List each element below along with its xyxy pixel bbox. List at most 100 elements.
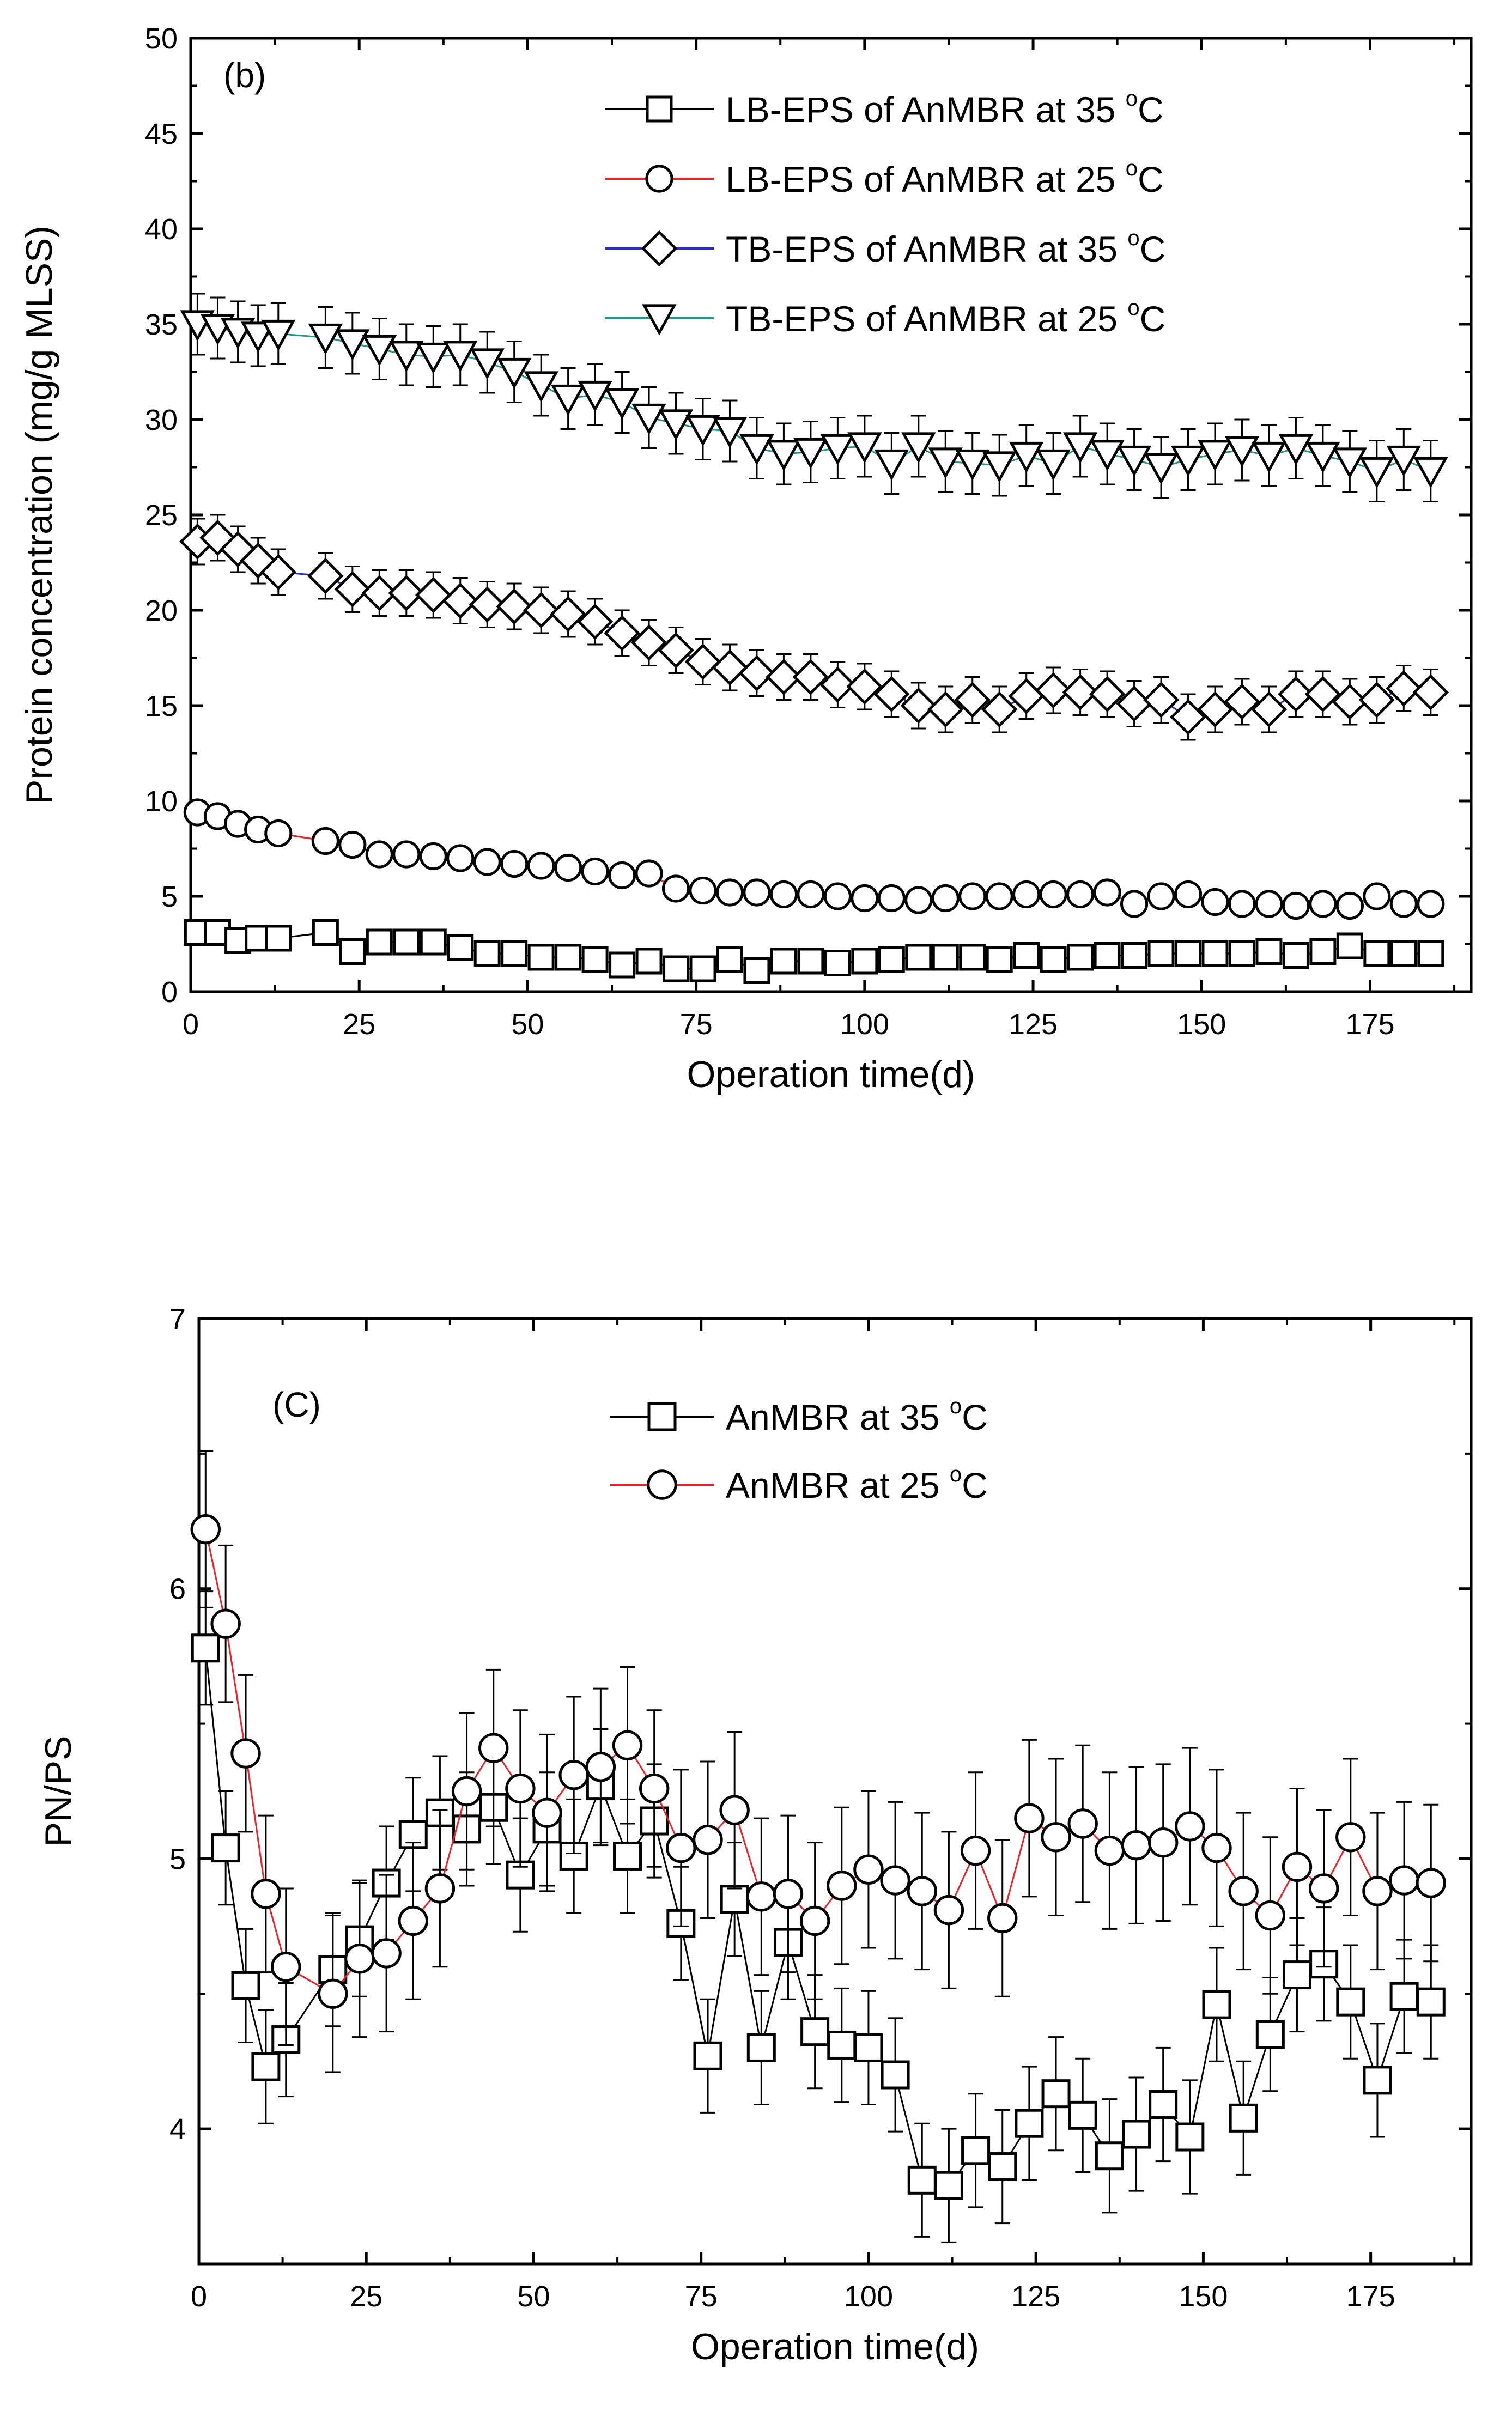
panel-b-series-0-point: [501, 940, 528, 967]
panel-c-series-1-point: [1228, 1876, 1259, 1906]
panel-b-series-2-point: [415, 576, 452, 614]
panel-c-series-1-point: [1255, 1900, 1286, 1931]
panel-c-series-0-point: [1175, 2122, 1205, 2152]
panel-c-series-1-point: [585, 1752, 616, 1782]
panel-b-series-3-point: [442, 341, 478, 372]
panel-b-series-0-point: [689, 955, 716, 982]
panel-b-series-3-point: [1386, 445, 1422, 477]
panel-c-series-0-point: [1041, 2079, 1071, 2109]
panel-b-series-0-point: [366, 928, 393, 956]
panel-b-series-0-point: [743, 957, 770, 984]
panel-b-series-1-point: [338, 830, 367, 859]
panel-b-series-0-point: [797, 948, 824, 975]
panel-b-series-0-point: [1121, 942, 1148, 969]
panel-b-series-1-point: [473, 848, 501, 876]
legend-label-panel-b-0-degree: o: [1126, 87, 1138, 111]
panel-b-series-2-point: [1170, 699, 1206, 736]
legend-label-panel-b-2-unit: C: [1140, 229, 1166, 269]
panel-c-series-1-point: [853, 1854, 884, 1885]
panel-c-series-0-point: [961, 2136, 991, 2165]
panel-b-series-3-point: [793, 438, 828, 470]
panel-c-series-1-point: [773, 1879, 804, 1909]
panel-b-series-1-point: [500, 849, 529, 878]
panel-b-series-3-point: [955, 449, 990, 481]
panel-c-series-1-point: [746, 1881, 777, 1912]
panel-b-series-2-point: [1089, 676, 1126, 713]
panel-b-series-1-point: [527, 852, 555, 880]
panel-c-series-1-point: [827, 1871, 857, 1901]
panel-b-series-1-point: [581, 857, 609, 886]
panel-b-y-axis-title: Protein concentration (mg/g MLSS): [19, 226, 60, 804]
panel-b-series-1-point: [1309, 890, 1337, 918]
panel-b-series-1-point: [689, 876, 717, 905]
panel-b-series-0-point: [1175, 940, 1202, 967]
panel-b-x-tick-label: 100: [840, 1008, 889, 1041]
panel-b-series-1-point: [446, 844, 475, 872]
legend-label-panel-b-0-unit: C: [1138, 89, 1164, 130]
legend-label-panel-b-3-degree: o: [1127, 296, 1139, 320]
legend-label-panel-b-1-name: LB-EPS of AnMBR at 25: [726, 159, 1126, 199]
panel-b-series-1-point: [769, 880, 798, 909]
panel-c-series-0-point: [881, 2060, 910, 2090]
panel-b-series-0-point: [1336, 932, 1363, 959]
panel-c-series-1-point: [907, 1876, 937, 1906]
legend-label-panel-c-0: AnMBR at 35 oC: [726, 1394, 988, 1437]
panel-b-series-3-point: [1413, 457, 1448, 489]
panel-c-series-0-point: [934, 2171, 963, 2200]
legend-label-panel-b-0: LB-EPS of AnMBR at 35 oC: [726, 87, 1164, 130]
panel-b-legend: LB-EPS of AnMBR at 35 oC LB-EPS of AnMBR …: [605, 87, 1165, 339]
panel-b-series-3-point: [550, 384, 586, 416]
panel-b-series-3-point: [1170, 445, 1206, 477]
panel-b-series-0-point: [581, 946, 609, 973]
legend-label-panel-c-0-name: AnMBR at 35: [726, 1397, 950, 1437]
panel-b-series-0-point: [447, 934, 474, 961]
panel-c-series-0-point: [251, 2052, 281, 2081]
panel-c-series-0-point: [1336, 1987, 1365, 2017]
panel-b-series-0-point: [1363, 940, 1390, 967]
panel-b-series-0-point: [986, 946, 1013, 973]
panel-b-series-0-point: [265, 925, 292, 952]
panel-b-x-tick-label: 25: [343, 1008, 375, 1041]
panel-c-series-0-point: [1068, 2100, 1097, 2130]
panel-b-series-3-point: [470, 348, 505, 380]
panel-b-x-tick-label: 125: [1009, 1008, 1058, 1041]
panel-c-series-1-point: [558, 1760, 589, 1790]
panel-b-series-0-point: [312, 919, 339, 946]
panel-b-series-1-point: [1417, 890, 1445, 918]
panel-c-series-1-point: [318, 1978, 348, 2009]
legend-label-panel-c-1-degree: o: [950, 1462, 962, 1486]
panel-b-series-3-point: [1224, 436, 1260, 467]
panel-b-series-3-point: [1036, 449, 1071, 481]
panel-c-series-1-point: [639, 1773, 670, 1804]
panel-b-series-2-point: [1358, 682, 1395, 718]
panel-b-series-2-point: [469, 586, 506, 623]
panel-b-series-0-point: [905, 944, 932, 971]
panel-b-series-0-point: [527, 944, 555, 971]
panel-c-y-tick-label: 4: [169, 2113, 186, 2146]
panel-b-series-0: [184, 919, 1444, 984]
panel-b-series-2-point: [873, 676, 910, 713]
panel-c-series-1-point: [1416, 1868, 1446, 1898]
panel-b-series-1-point: [661, 874, 690, 903]
panel-b-series-3-point: [389, 341, 424, 372]
panel-c-series-1-point: [1362, 1876, 1393, 1906]
panel-b-series-2-point: [1143, 682, 1180, 718]
panel-b-series-2-point: [658, 632, 694, 669]
panel-b-series-2-point: [981, 691, 1018, 728]
panel-b-series-2-point: [846, 668, 883, 705]
panel-b-series-0-point: [1228, 940, 1255, 967]
panel-c-series-1-point: [1389, 1865, 1419, 1896]
panel-c-series-1-point: [271, 1952, 301, 1982]
panel-b-x-tick-label: 75: [680, 1008, 713, 1041]
legend-label-panel-c-1-name: AnMBR at 25: [726, 1465, 950, 1505]
legend-label-panel-b-1-degree: o: [1126, 156, 1138, 180]
panel-b-series-1-point: [365, 840, 393, 869]
panel-b-series-2-point: [388, 575, 425, 611]
panel-b-panel-label: (b): [223, 56, 266, 95]
panel-c-series-0-point: [827, 2030, 857, 2060]
panel-b-series-1: [183, 798, 1445, 920]
panel-b-series-2-point: [1304, 676, 1341, 713]
panel-b-series-0-point: [1201, 940, 1229, 967]
legend-label-panel-c-1-unit: C: [962, 1465, 988, 1505]
panel-b-series-1-point: [1120, 890, 1149, 918]
